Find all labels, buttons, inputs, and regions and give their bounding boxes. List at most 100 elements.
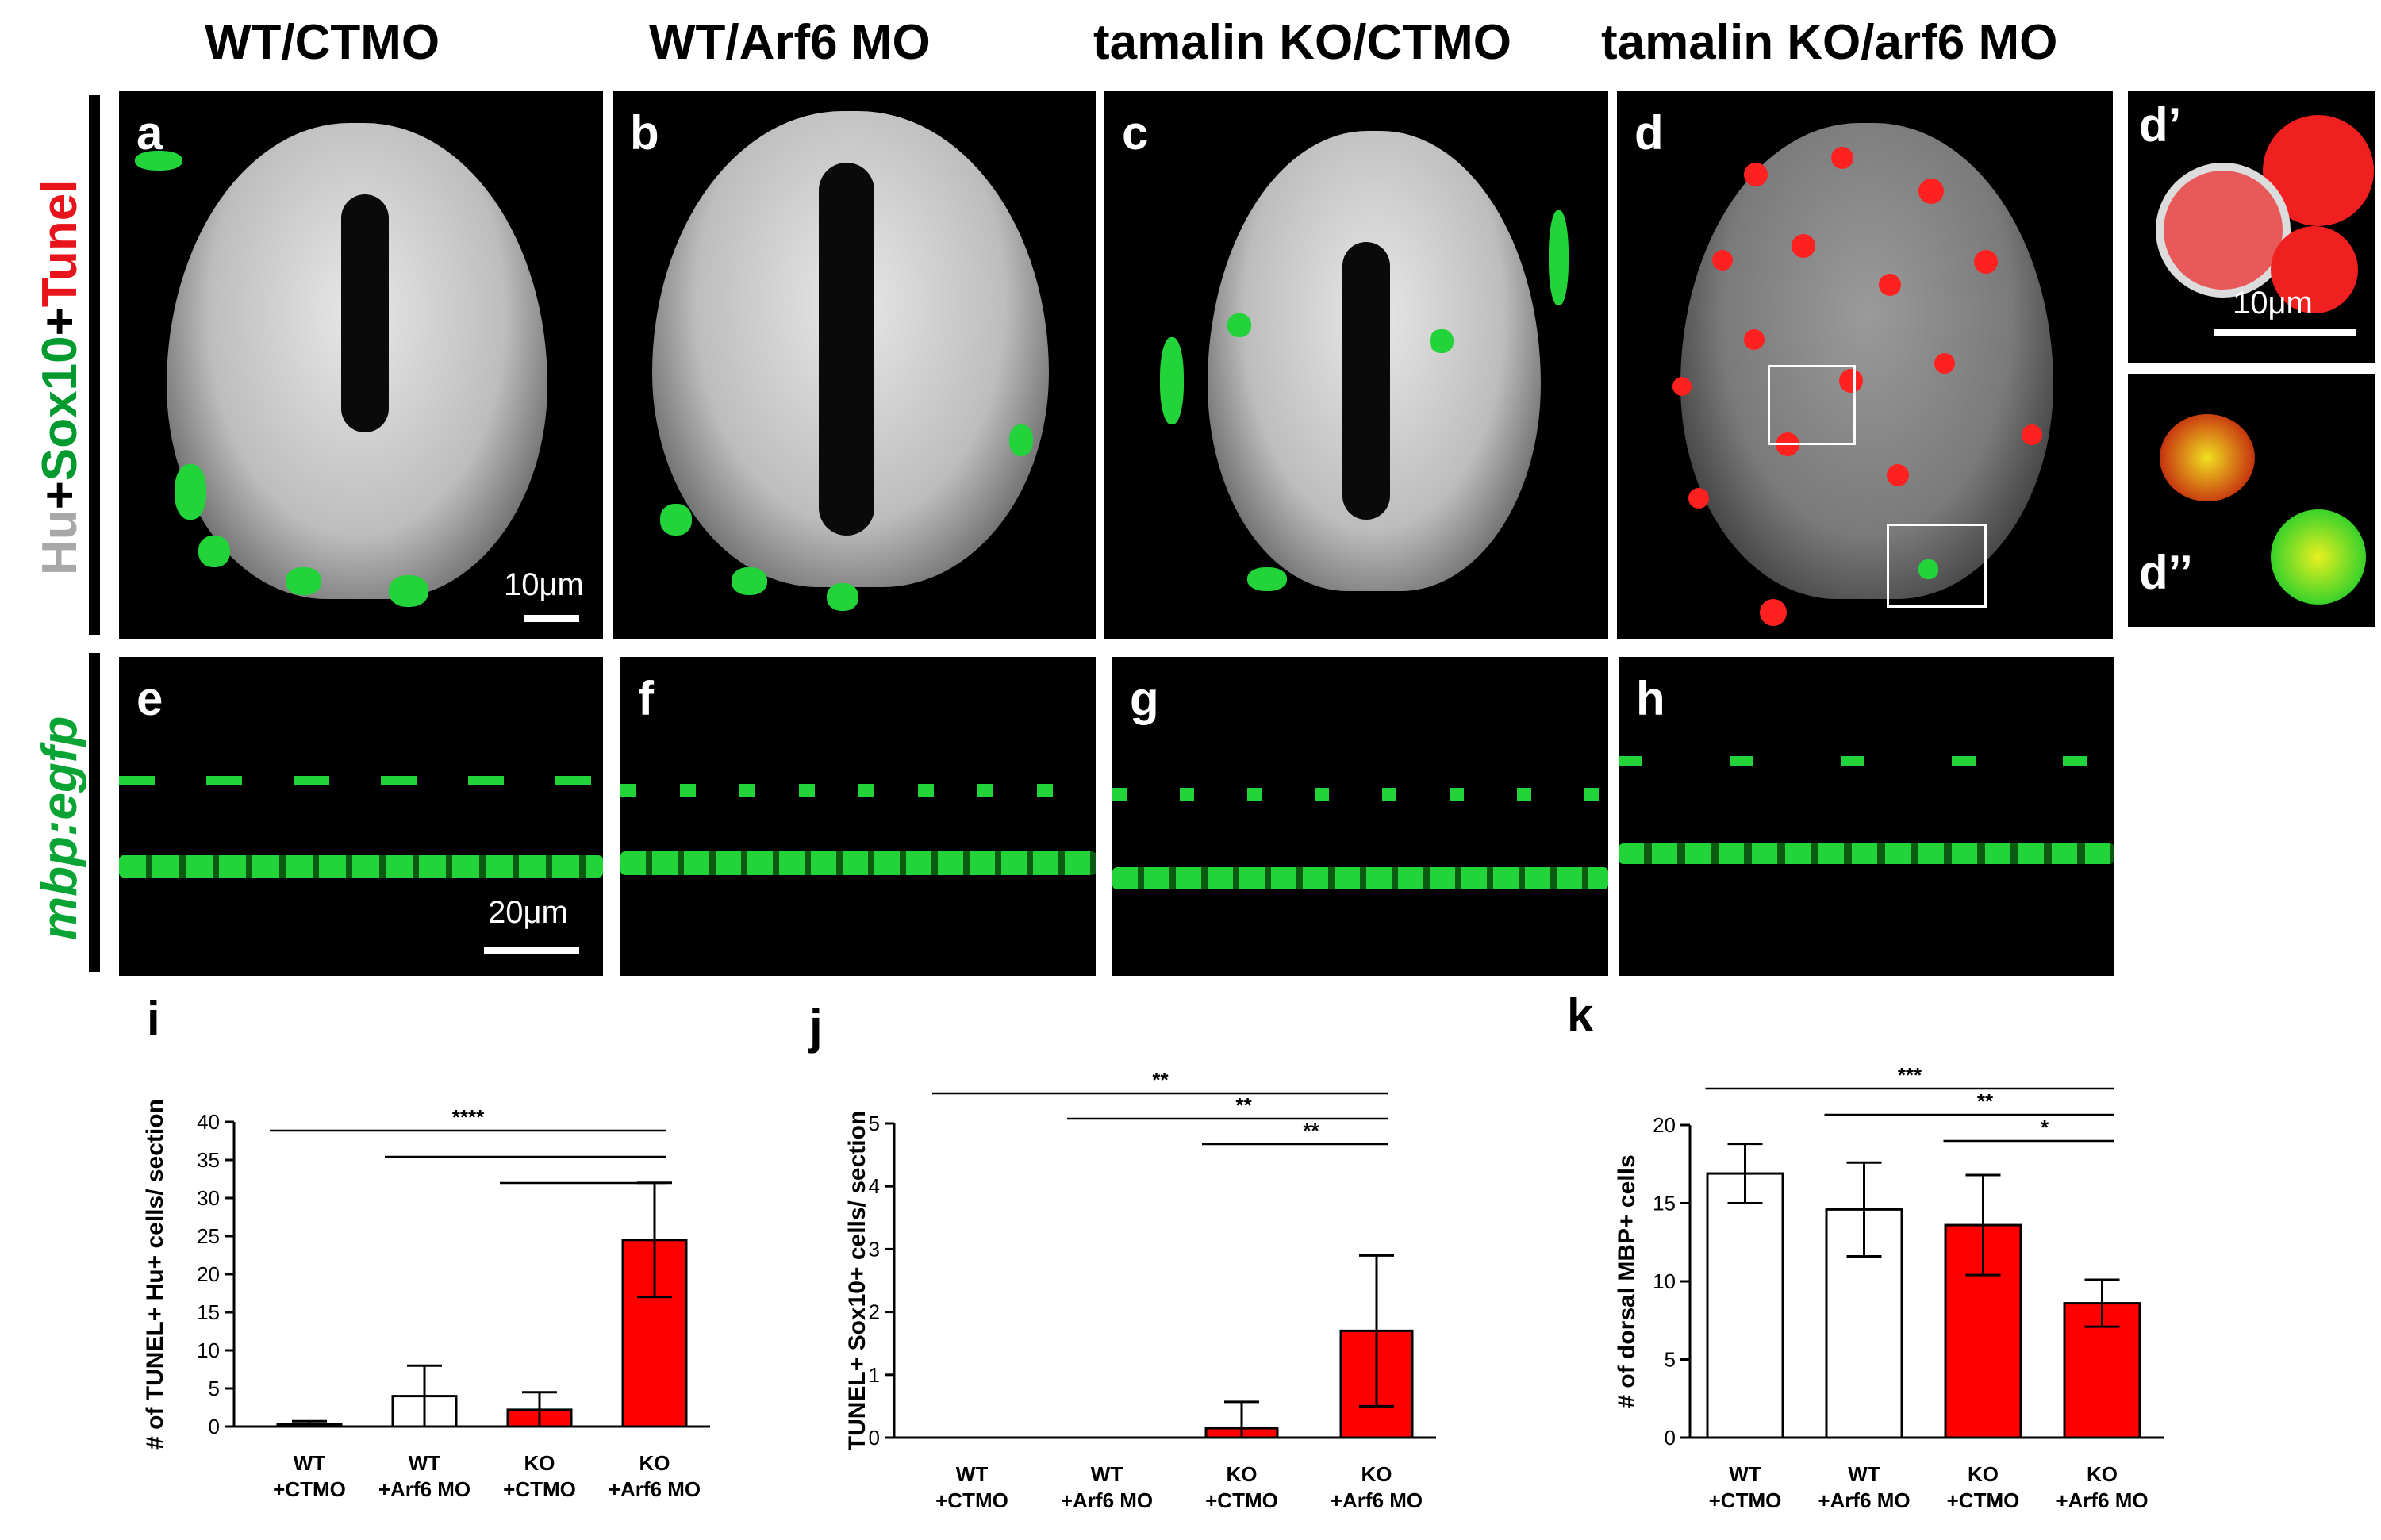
colocalized-cell [2160, 414, 2255, 501]
scale-bar-label-a: 10μm [504, 567, 584, 602]
tunel-cell [1672, 377, 1692, 396]
panel-d-prime-label: d’ [2139, 98, 2182, 152]
tunel-cell [2022, 424, 2042, 445]
chart-j-y-tick-label: 5 [869, 1112, 880, 1135]
chart-i-category-label: +Arf6 MO [609, 1477, 701, 1501]
tunel-cell [1887, 464, 1909, 486]
chart-j-y-tick-label: 2 [869, 1300, 880, 1324]
chart-k-category-label: +Arf6 MO [2056, 1488, 2148, 1512]
spinal-cord-section [1680, 123, 2053, 599]
chart-j-y-axis-label: TUNEL+ Sox10+ cells/ section [844, 1111, 870, 1451]
tunel-cell [1918, 179, 1944, 204]
chart-i-y-tick-label: 0 [209, 1415, 220, 1438]
chart-i-y-tick-label: 10 [197, 1338, 220, 1362]
panel-c-micrograph: c [1104, 91, 1608, 639]
panel-d-double-prime-label: d’’ [2139, 546, 2193, 599]
ventral-mbp-cells [1112, 867, 1608, 889]
sox10-cell [286, 567, 321, 595]
scale-bar-label-e: 20μm [488, 895, 568, 930]
sox10-cell [732, 567, 767, 595]
chart-k-y-tick-label: 20 [1653, 1113, 1676, 1137]
dorsal-mbp-cells [1112, 788, 1608, 801]
chart-i-category-label: KO [639, 1451, 670, 1475]
dorsal-mbp-cells [119, 776, 603, 785]
scale-bar-d-prime [2214, 329, 2356, 336]
panel-a-micrograph: a 10μm [119, 91, 603, 639]
chart-k-category-label: +Arf6 MO [1818, 1488, 1910, 1512]
row1-bracket-bar [89, 95, 100, 635]
chart-i-y-tick-label: 30 [197, 1186, 220, 1210]
chart-k-category-label: +CTMO [1709, 1488, 1782, 1512]
tunel-cell [1974, 250, 1998, 274]
chart-j-y-tick-label: 3 [869, 1237, 880, 1261]
chart-i-y-tick-label: 20 [197, 1262, 220, 1286]
panel-d-micrograph: d [1617, 91, 2113, 639]
chart-k-category-label: WT [1729, 1462, 1761, 1486]
colocalized-cell [2271, 509, 2366, 605]
inset-box-d-prime [1768, 365, 1856, 445]
chart-j-category-label: +Arf6 MO [1331, 1488, 1423, 1512]
chart-i-y-tick-label: 15 [197, 1300, 220, 1324]
sox10-cell [1160, 337, 1184, 424]
chart-j-category-label: +CTMO [935, 1488, 1008, 1512]
panel-h-micrograph: h [1619, 657, 2114, 976]
sox10-cell [1247, 567, 1287, 591]
sox10-cell [827, 583, 858, 611]
chart-j-significance-label: ** [1303, 1119, 1319, 1143]
chart-i-y-tick-label: 40 [197, 1110, 220, 1134]
scale-bar-a [524, 615, 579, 622]
sox10-cell [1918, 559, 1938, 579]
sox10-cell [1430, 329, 1454, 353]
scale-bar-e [484, 947, 579, 954]
chart-i-category-label: KO [524, 1451, 555, 1475]
chart-i-significance-label: **** [452, 1105, 485, 1129]
chart-k-y-tick-label: 5 [1665, 1348, 1676, 1372]
central-canal [1342, 242, 1390, 520]
ventral-mbp-cells [1619, 843, 2114, 864]
chart-k-bar [1944, 1223, 2022, 1439]
scale-bar-label-d-prime: 10μm [2233, 286, 2313, 321]
chart-j-significance-label: ** [1152, 1068, 1169, 1092]
tunel-cell [1792, 234, 1815, 258]
dorsal-mbp-cells [620, 784, 1096, 797]
tunel-cell [1839, 369, 1863, 393]
panel-e-micrograph: e 20μm [119, 657, 603, 976]
chart-i-y-axis-label: # of TUNEL+ Hu+ cells/ section [142, 1099, 168, 1450]
tunel-cell [1934, 353, 1955, 374]
chart-k-category-label: KO [2087, 1462, 2118, 1486]
chart-k-category-label: KO [1968, 1462, 1999, 1486]
chart-j-significance-label: ** [1235, 1093, 1252, 1117]
panel-a-label: a [136, 106, 163, 159]
column-title-ko-arf6mo: tamalin KO/arf6 MO [1601, 15, 2058, 70]
panel-b-micrograph: b [613, 91, 1096, 639]
panel-f-label: f [638, 672, 654, 725]
chart-j-category-label: WT [1091, 1462, 1123, 1486]
panel-d-label: d [1634, 106, 1664, 159]
chart-i-y-tick-label: 35 [197, 1148, 220, 1172]
chart-j-category-label: +CTMO [1205, 1488, 1278, 1512]
tunel-cell [1879, 274, 1901, 296]
sox10-cell [660, 504, 692, 536]
panel-b-label: b [630, 106, 659, 159]
chart-k-y-tick-label: 10 [1653, 1269, 1676, 1293]
chart-j-category-label: KO [1361, 1462, 1392, 1486]
sox10-cell [1549, 210, 1569, 305]
chart-k-category-label: +CTMO [1947, 1488, 2020, 1512]
chart-k-significance-label: * [2041, 1116, 2049, 1139]
chart-j-y-tick-label: 0 [869, 1426, 880, 1450]
panel-d-double-prime-micrograph: d’’ [2128, 374, 2375, 627]
panel-g-label: g [1130, 672, 1159, 725]
tunel-cell [2263, 115, 2374, 226]
sox10-cell [1227, 313, 1251, 337]
chart-i-category-label: +CTMO [503, 1477, 576, 1501]
inset-box-d-double-prime [1887, 524, 1987, 608]
ventral-mbp-cells [119, 855, 603, 878]
chart-j-category-label: WT [956, 1462, 989, 1486]
chart-k-y-tick-label: 0 [1665, 1426, 1676, 1450]
chart-k-y-axis-label: # of dorsal MBP+ cells [1614, 1154, 1640, 1408]
chart-k-letter: k [1567, 989, 1594, 1042]
column-title-wt-arf6mo: WT/Arf6 MO [649, 15, 931, 70]
central-canal [819, 163, 874, 536]
chart-k-y-tick-label: 15 [1653, 1192, 1676, 1215]
chart-j-category-label: KO [1227, 1462, 1258, 1486]
